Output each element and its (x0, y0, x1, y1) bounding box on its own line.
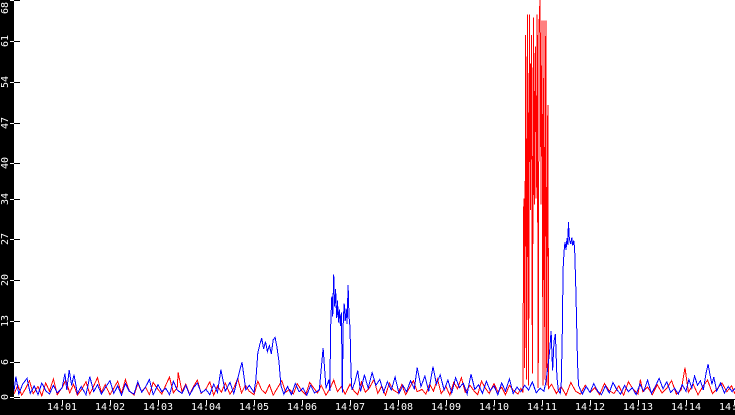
y-tick-label: 34 (0, 192, 11, 206)
y-tick-label: 13 (0, 314, 11, 328)
y-tick-label: 27 (0, 232, 11, 246)
y-tick-notch (10, 321, 14, 322)
x-tick-label: 14:03 (142, 402, 174, 413)
y-tick-label: 0 (0, 393, 11, 401)
y-tick-mark (14, 163, 20, 164)
y-tick-mark (14, 123, 20, 124)
y-tick-label: 61 (0, 34, 11, 48)
y-tick-mark (14, 397, 20, 398)
x-tick-mark (206, 400, 207, 405)
x-tick-mark (158, 400, 159, 405)
x-tick-label: 14:05 (238, 402, 270, 413)
y-tick-mark (14, 199, 20, 200)
y-tick-notch (10, 41, 14, 42)
x-tick-mark (110, 400, 111, 405)
series-red-line (14, 0, 735, 398)
y-tick-label: 47 (0, 116, 11, 130)
x-tick-mark (62, 400, 63, 405)
y-tick-notch (10, 362, 14, 363)
plot-area (14, 0, 735, 399)
y-tick-mark (14, 362, 20, 363)
y-tick-label: 54 (0, 75, 11, 89)
y-tick-notch (10, 280, 14, 281)
y-tick-mark (14, 41, 20, 42)
x-tick-label: 14:02 (94, 402, 126, 413)
x-tick-mark (494, 400, 495, 405)
y-tick-mark (14, 321, 20, 322)
y-tick-mark (14, 239, 20, 240)
x-tick-label: 14:13 (622, 402, 654, 413)
y-tick-mark (14, 0, 20, 1)
x-tick-mark (686, 400, 687, 405)
y-tick-mark (14, 280, 20, 281)
x-tick-mark (590, 400, 591, 405)
x-tick-mark (542, 400, 543, 405)
x-tick-label: 14:08 (382, 402, 414, 413)
y-tick-notch (10, 163, 14, 164)
x-tick-label: 14:04 (190, 402, 222, 413)
y-tick-mark (14, 82, 20, 83)
x-tick-mark (446, 400, 447, 405)
y-tick-notch (10, 239, 14, 240)
series-plot-svg (14, 0, 735, 398)
x-tick-mark (398, 400, 399, 405)
x-tick-mark (350, 400, 351, 405)
x-tick-label: 14:10 (478, 402, 510, 413)
y-tick-label: 68 (0, 1, 11, 15)
x-tick-label: 14:12 (574, 402, 606, 413)
y-axis (0, 0, 14, 415)
y-tick-notch (10, 82, 14, 83)
x-axis (0, 399, 735, 415)
x-tick-mark (302, 400, 303, 405)
x-tick-label: 14:15 (718, 402, 735, 413)
x-tick-mark (638, 400, 639, 405)
y-tick-label: 20 (0, 273, 11, 287)
y-tick-notch (10, 397, 14, 398)
y-tick-label: 6 (0, 358, 11, 366)
x-tick-label: 14:06 (286, 402, 318, 413)
x-tick-mark (254, 400, 255, 405)
series-blue-line (14, 221, 735, 397)
x-tick-label: 14:09 (430, 402, 462, 413)
y-tick-notch (10, 0, 14, 1)
y-tick-notch (10, 123, 14, 124)
x-tick-label: 14:11 (526, 402, 558, 413)
x-tick-label: 14:07 (334, 402, 366, 413)
y-tick-label: 40 (0, 156, 11, 170)
x-tick-label: 14:14 (670, 402, 702, 413)
y-tick-notch (10, 199, 14, 200)
x-tick-label: 14:01 (46, 402, 78, 413)
